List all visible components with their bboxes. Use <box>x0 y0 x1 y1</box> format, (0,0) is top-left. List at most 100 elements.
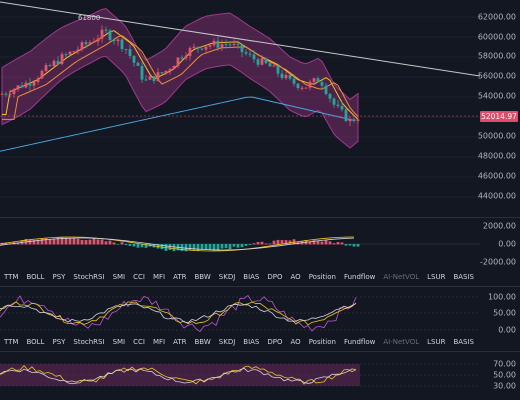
indicator-tab-dpo[interactable]: DPO <box>267 338 283 346</box>
price-chart-canvas[interactable] <box>0 0 480 216</box>
indicator-tab-lsur[interactable]: LSUR <box>427 273 446 281</box>
candle-body <box>188 47 192 56</box>
indicator-tab-skdj[interactable]: SKDJ <box>218 273 236 281</box>
indicator-tab-ttm[interactable]: TTM <box>4 273 19 281</box>
indicator-tab-ai-netvol[interactable]: AI-NetVOL <box>383 273 420 281</box>
indicator-tab-bbw[interactable]: BBW <box>194 273 211 281</box>
indicator-tab-stochrsi[interactable]: StochRSI <box>73 338 105 346</box>
macd-panel[interactable] <box>0 222 480 266</box>
rsi-panel[interactable] <box>0 354 480 400</box>
oscillator-canvas[interactable] <box>0 289 480 335</box>
candle-body <box>52 60 56 66</box>
candle-body <box>316 78 320 83</box>
indicator-tab-position[interactable]: Position <box>308 338 336 346</box>
indicator-tab-lsur[interactable]: LSUR <box>427 338 446 346</box>
indicator-tab-ttm[interactable]: TTM <box>4 338 19 346</box>
candle-body <box>76 49 80 52</box>
indicator-tab-skdj[interactable]: SKDJ <box>218 338 236 346</box>
indicator-tab-psy[interactable]: PSY <box>52 338 66 346</box>
candle-body <box>264 58 268 64</box>
macd-bar <box>104 241 108 245</box>
macd-bar <box>28 239 32 245</box>
indicator-tab-tvolume[interactable]: TVolume <box>478 338 480 346</box>
macd-bar <box>32 239 36 245</box>
indicator-tab-bias[interactable]: BIAS <box>243 273 260 281</box>
indicator-tab-smi[interactable]: SMI <box>112 273 126 281</box>
macd-bar <box>280 240 284 245</box>
price-chart-panel[interactable]: 61800 <box>0 0 480 216</box>
candle-body <box>192 46 196 48</box>
macd-bar <box>132 244 136 247</box>
candle-body <box>352 119 356 121</box>
indicator-tab-smi[interactable]: SMI <box>112 338 126 346</box>
candle-body <box>344 109 348 122</box>
indicator-tab-mfi[interactable]: MFI <box>152 338 166 346</box>
macd-bar <box>204 244 208 250</box>
macd-bar <box>260 241 264 245</box>
candle-body <box>80 42 84 50</box>
candle-body <box>252 54 256 60</box>
indicator-tab-position[interactable]: Position <box>308 273 336 281</box>
oscillator-panel[interactable] <box>0 289 480 335</box>
indicator-tab-basis[interactable]: BASIS <box>453 273 474 281</box>
candle-body <box>44 65 48 71</box>
rsi-axis-label: 30.00 <box>493 381 516 391</box>
macd-canvas[interactable] <box>0 222 480 266</box>
indicator-tab-cci[interactable]: CCI <box>133 338 145 346</box>
indicator-tab-fundflow[interactable]: Fundflow <box>343 338 376 346</box>
macd-bar <box>328 241 332 245</box>
indicator-tab-psy[interactable]: PSY <box>52 273 66 281</box>
candle-body <box>160 72 164 74</box>
macd-bar <box>48 239 52 245</box>
indicator-tab-atr[interactable]: ATR <box>173 273 187 281</box>
indicator-tab-tvolume[interactable]: TVolume <box>478 273 480 281</box>
indicator-tab-boll[interactable]: BOLL <box>26 338 45 346</box>
macd-bar <box>52 238 56 245</box>
indicator-tab-ao[interactable]: AO <box>290 273 301 281</box>
macd-bar <box>140 244 144 248</box>
macd-bar <box>160 244 164 250</box>
candle-body <box>40 70 44 79</box>
indicator-tab-atr[interactable]: ATR <box>173 338 187 346</box>
rsi-canvas[interactable] <box>0 354 480 400</box>
macd-bar <box>40 238 44 245</box>
candle-body <box>152 76 156 81</box>
indicator-tab-basis[interactable]: BASIS <box>453 338 474 346</box>
oscillator-line <box>0 295 357 333</box>
candle-body <box>184 55 188 59</box>
candle-body <box>88 42 92 45</box>
indicator-tab-boll[interactable]: BOLL <box>26 273 45 281</box>
candle-body <box>140 65 144 80</box>
candle-body <box>272 65 276 67</box>
price-axis[interactable]: 62000.00 60000.00 58000.00 56000.00 5400… <box>478 0 520 216</box>
indicator-tab-bias[interactable]: BIAS <box>243 338 260 346</box>
candle-body <box>8 94 12 96</box>
indicator-tab-cci[interactable]: CCI <box>133 273 145 281</box>
candle-body <box>324 85 328 95</box>
candle-body <box>168 69 172 71</box>
candle-body <box>248 53 252 55</box>
macd-bar <box>312 240 316 245</box>
macd-bar <box>92 238 96 245</box>
candle-body <box>312 78 316 82</box>
indicator-tab-fundflow[interactable]: Fundflow <box>343 273 376 281</box>
macd-bar <box>232 244 236 247</box>
indicator-tab-stochrsi[interactable]: StochRSI <box>73 273 105 281</box>
macd-bar <box>188 244 192 251</box>
indicator-tab-mfi[interactable]: MFI <box>152 273 166 281</box>
indicator-tab-ao[interactable]: AO <box>290 338 301 346</box>
indicator-tab-dpo[interactable]: DPO <box>267 273 283 281</box>
candle-body <box>228 44 232 46</box>
macd-bar <box>84 240 88 245</box>
macd-bar <box>16 242 20 245</box>
indicator-tab-bbw[interactable]: BBW <box>194 338 211 346</box>
candle-body <box>320 82 324 86</box>
indicator-tab-ai-netvol[interactable]: AI-NetVOL <box>383 338 420 346</box>
macd-bar <box>172 244 176 252</box>
candle-body <box>328 94 332 99</box>
rsi-axis: 70.00 50.00 30.00 <box>480 354 520 400</box>
indicator-tab-bar: TTM BOLL PSY StochRSI SMI CCI MFI ATR BBW SKDJ BIA… <box>0 335 480 349</box>
panel-divider <box>0 217 520 218</box>
candle-body <box>296 83 300 89</box>
macd-bar <box>200 244 204 250</box>
